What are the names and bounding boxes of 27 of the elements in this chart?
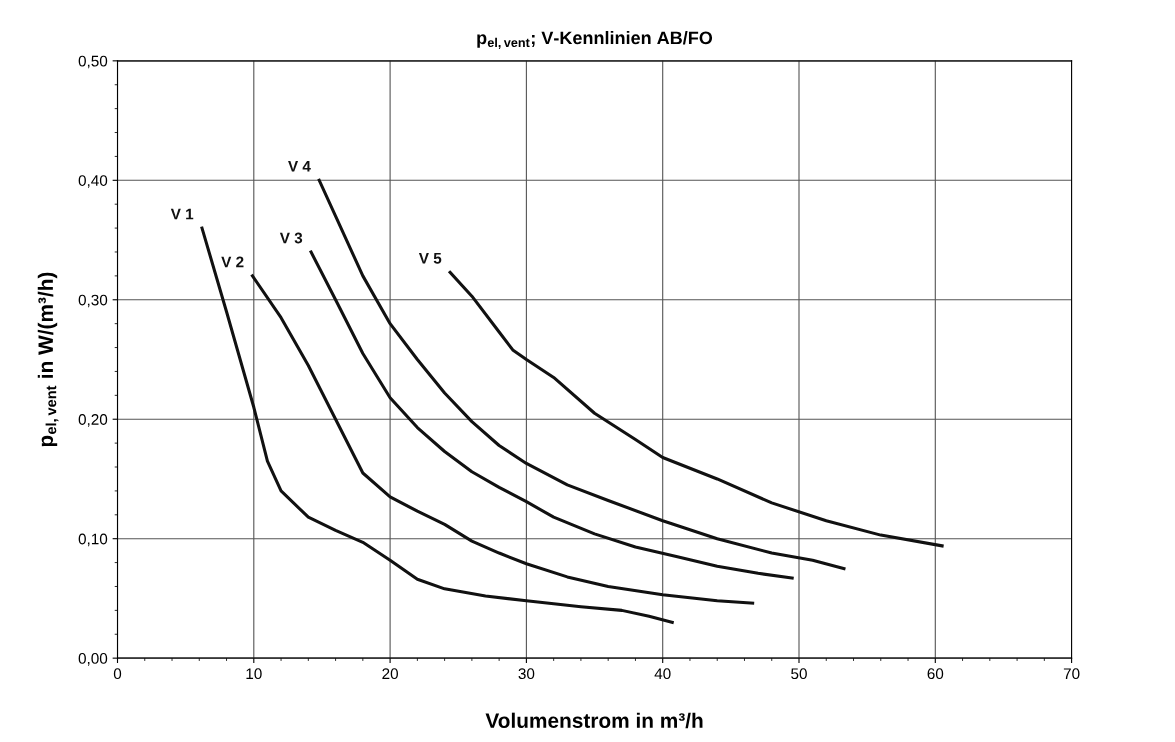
- series-label: V 5: [418, 253, 442, 264]
- x-tick-label: 30: [518, 668, 535, 680]
- y-tick-label: 0,00: [78, 653, 108, 666]
- line-series: [309, 250, 794, 580]
- chart-title: p$_{el,vent}$; V-Kennlinien AB/FO: [477, 31, 713, 49]
- series-label: V 2: [221, 256, 244, 268]
- x-tick-label: 10: [246, 668, 262, 680]
- x-tick-label: 20: [382, 668, 398, 680]
- y-tick-label: 0,10: [78, 533, 108, 547]
- x-tick-label: 0: [113, 668, 122, 680]
- y-axis-title: p$_{el,vent}$ in W/(m³/h): [37, 272, 59, 447]
- x-axis-title: Volumenstrom in m³/h: [485, 712, 703, 729]
- x-tick-label: 40: [654, 668, 671, 680]
- x-tick-label: 50: [791, 668, 807, 680]
- x-tick-label: 60: [927, 668, 944, 680]
- x-tick-label: 70: [1063, 668, 1080, 680]
- line-series: [200, 226, 674, 624]
- line-series: [317, 178, 846, 571]
- series-label: V 1: [170, 208, 194, 220]
- line-series: [250, 274, 755, 605]
- series-label: V 4: [288, 161, 311, 172]
- y-tick-label: 0,50: [78, 55, 108, 69]
- y-tick-label: 0,30: [78, 294, 108, 308]
- line-series: [448, 270, 944, 548]
- y-tick-label: 0,20: [78, 414, 108, 427]
- series-label: V 3: [279, 232, 303, 244]
- y-tick-label: 0,40: [78, 175, 108, 188]
